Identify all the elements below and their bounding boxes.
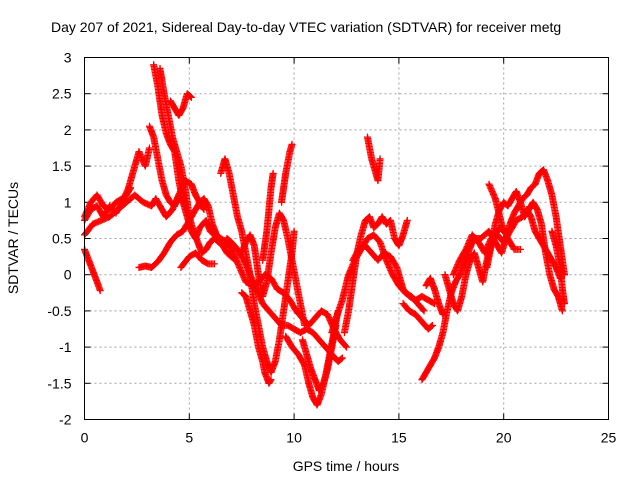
data-point [560,300,568,308]
series-sat-g [145,122,187,210]
data-point [179,198,187,206]
series-sat-t [349,242,439,308]
data-point [376,155,384,163]
series-sat-d [81,184,135,221]
x-tick-label: 25 [601,430,617,446]
data-point [288,140,296,148]
series-sat-o [278,140,296,206]
data-point [403,216,411,224]
y-tick-label: -2 [59,412,72,428]
data-point [126,185,134,193]
data-point [266,377,274,385]
plot-frame [84,57,609,420]
y-axis-label: SDTVAR / TECUs [5,182,21,294]
data-point [439,311,447,319]
y-tick-label: 2 [64,122,72,138]
data-point [127,184,135,192]
x-tick-label: 20 [496,430,512,446]
y-tick-label: 3 [64,50,72,66]
data-point [210,260,218,268]
series-sat-l [238,289,275,387]
data-point [96,287,104,295]
series-sat-r [328,231,428,337]
data-point [419,306,427,314]
y-tick-labels: -2 -1.5 -1 -0.5 0 0.5 1 1.5 2 2.5 3 [47,50,71,428]
x-tick-label: 5 [185,430,193,446]
series-sat-h [166,90,195,119]
data-point [178,197,186,205]
data-point [187,93,195,101]
data-point [343,343,350,351]
data-point [341,342,349,350]
y-tick-label: 1.5 [52,158,72,174]
x-tick-label: 0 [81,430,89,446]
data-point [428,321,436,329]
data-point [301,321,309,329]
y-tick-label: 2.5 [52,86,72,102]
series-sat-x [422,274,447,319]
data-point [427,322,435,330]
data-point [186,92,194,100]
series-sat-u [363,133,384,185]
x-tick-labels: 0 5 10 15 20 25 [81,430,617,446]
y-tick-label: -1 [59,339,72,355]
data-point [516,245,524,253]
series-sat-ac [548,227,568,308]
x-tick-label: 10 [286,430,302,446]
series-sat-w [418,166,568,384]
series-sat-ab [485,180,524,253]
y-tick-label: 0.5 [52,231,72,247]
data-point [420,307,428,315]
data-points [81,61,568,409]
data-point [337,355,345,363]
x-axis-label: GPS time / hours [293,458,400,474]
data-point [269,169,277,177]
data-point [558,307,566,315]
series-sat-q [298,321,340,395]
series-sat-n [259,169,277,264]
data-point [145,144,153,152]
data-point [290,227,298,235]
series-sat-m [238,209,309,329]
y-tick-label: -0.5 [47,303,71,319]
data-point [267,376,275,384]
data-point [429,299,437,307]
series-sat-a [81,245,104,295]
data-point [338,354,346,362]
y-tick-label: -1.5 [47,375,71,391]
chart-title: Day 207 of 2021, Sidereal Day-to-day VTE… [51,19,561,35]
y-tick-label: 0 [64,267,72,283]
x-tick-label: 15 [391,430,407,446]
series-sat-v [399,300,436,333]
y-tick-label: 1 [64,194,72,210]
series-sat-j [177,249,218,271]
